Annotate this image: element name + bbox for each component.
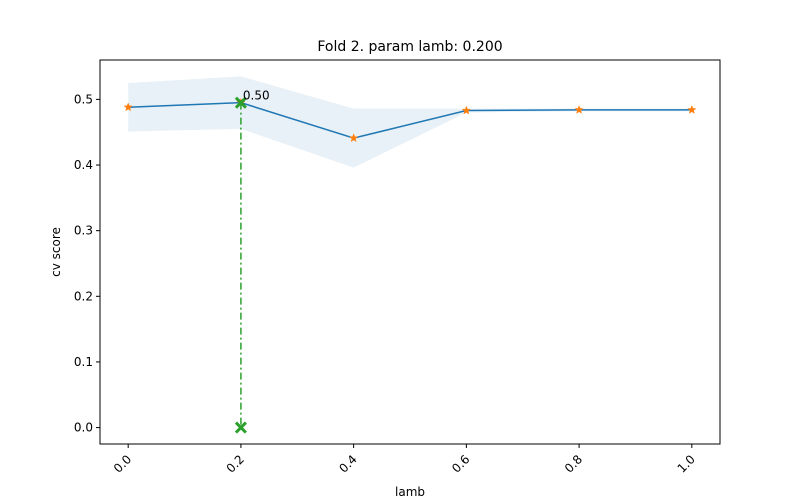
- chart-title: Fold 2. param lamb: 0.200: [317, 39, 502, 55]
- y-tick-label: 0.3: [74, 224, 93, 238]
- y-tick-label: 0.4: [74, 158, 93, 172]
- x-axis-label: lamb: [395, 485, 425, 499]
- best-param-baseline-x-marker: [234, 421, 247, 434]
- score-line: [128, 101, 692, 139]
- score-point: [348, 133, 359, 143]
- x-stroke: [234, 96, 247, 109]
- axes-frame: [99, 59, 721, 445]
- best-score-x-marker: [234, 96, 247, 109]
- plot-area: 0.50: [123, 76, 697, 434]
- best-score-label: 0.50: [243, 89, 270, 103]
- y-tick-label: 0.5: [74, 92, 93, 106]
- score-point: [687, 104, 697, 114]
- y-tick-label: 0.2: [74, 289, 93, 303]
- score-point: [123, 102, 133, 112]
- y-axis-label: cv score: [49, 227, 63, 277]
- y-tick-label: 0.1: [74, 355, 93, 369]
- x-stroke: [234, 421, 247, 434]
- score-point: [574, 104, 584, 114]
- y-tick-label: 0.0: [74, 421, 93, 435]
- score-band: [128, 76, 692, 168]
- score-point: [461, 105, 472, 115]
